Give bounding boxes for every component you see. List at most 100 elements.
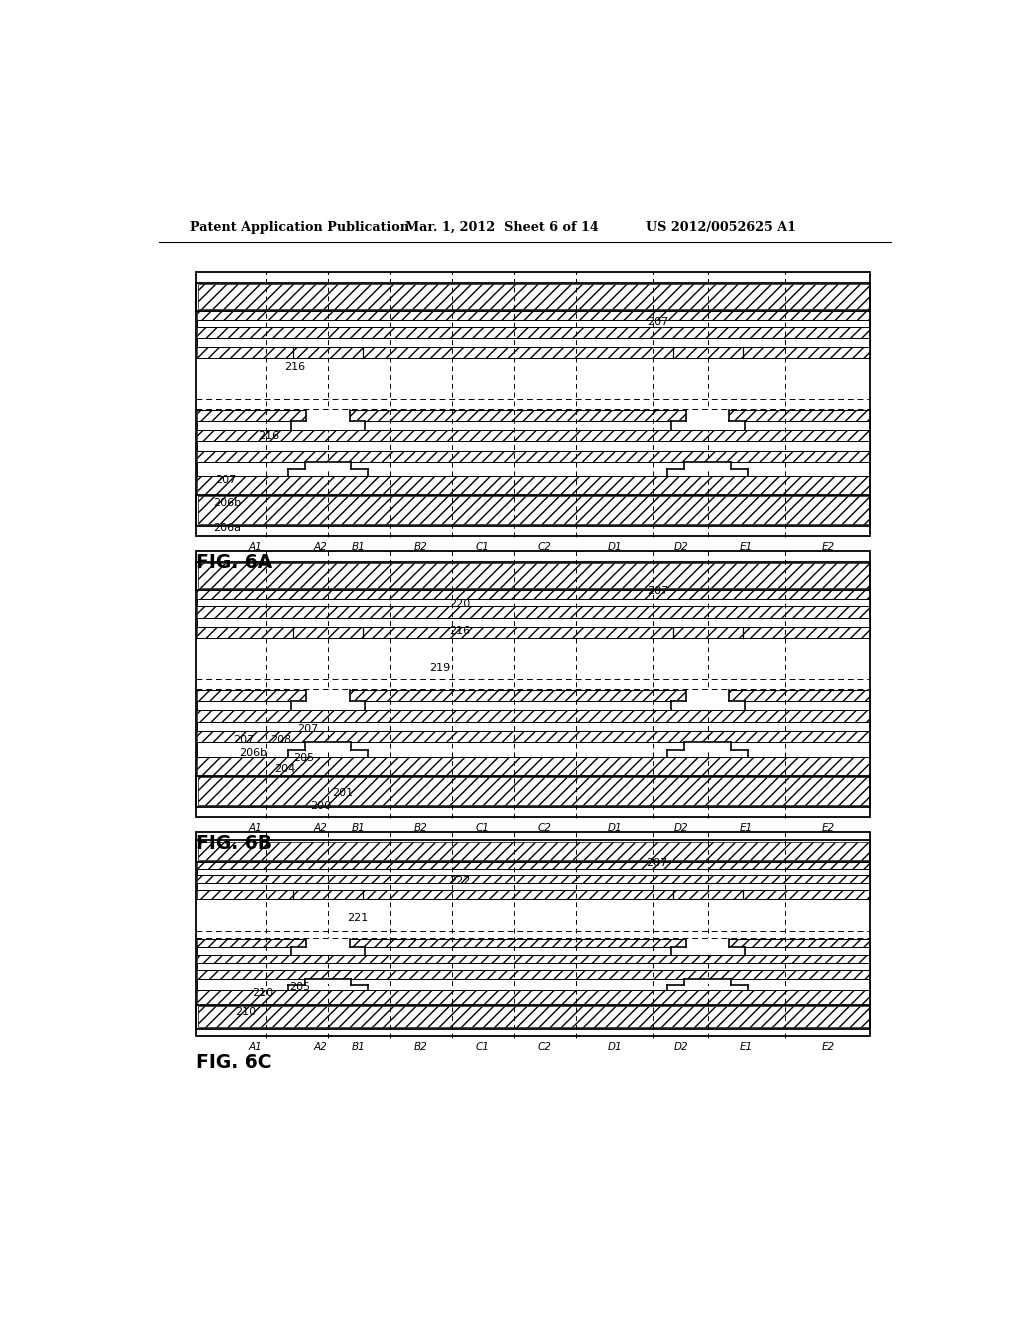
Text: 207: 207 xyxy=(233,735,255,744)
Text: D2: D2 xyxy=(673,1043,688,1052)
Text: 216: 216 xyxy=(285,362,306,372)
Text: C2: C2 xyxy=(538,822,552,833)
Text: 210: 210 xyxy=(252,989,273,998)
Bar xyxy=(671,946,686,954)
Text: 206b: 206b xyxy=(239,748,267,758)
Bar xyxy=(197,590,869,599)
Text: B2: B2 xyxy=(414,822,428,833)
Bar xyxy=(197,552,870,817)
Bar xyxy=(197,599,869,606)
Bar xyxy=(197,869,869,875)
Text: B2: B2 xyxy=(414,1043,428,1052)
Bar xyxy=(671,420,686,430)
Bar xyxy=(291,701,306,710)
Bar xyxy=(197,883,869,890)
Bar xyxy=(197,948,869,954)
Text: E2: E2 xyxy=(821,1043,835,1052)
Text: B2: B2 xyxy=(414,543,428,552)
Bar xyxy=(197,970,869,979)
Text: 207: 207 xyxy=(297,725,318,734)
Text: A1: A1 xyxy=(249,822,263,833)
Text: E2: E2 xyxy=(821,543,835,552)
Text: FIG. 6A: FIG. 6A xyxy=(197,553,272,572)
Bar xyxy=(198,842,869,861)
Bar xyxy=(684,979,731,983)
Bar xyxy=(197,272,870,536)
Text: 201: 201 xyxy=(333,788,353,797)
Bar xyxy=(729,946,744,954)
Bar xyxy=(668,748,684,756)
Bar xyxy=(197,327,869,338)
Text: 222: 222 xyxy=(450,876,471,886)
Bar xyxy=(197,722,869,731)
Bar xyxy=(198,284,869,309)
Text: 207: 207 xyxy=(647,586,669,595)
Text: D2: D2 xyxy=(673,543,688,552)
Text: 210: 210 xyxy=(234,1007,256,1016)
Bar xyxy=(197,462,869,477)
Text: 207: 207 xyxy=(646,858,667,867)
Text: 207: 207 xyxy=(215,475,237,486)
Text: 219: 219 xyxy=(429,663,450,673)
Bar xyxy=(197,450,869,462)
Bar xyxy=(197,776,870,808)
Text: D1: D1 xyxy=(607,1043,622,1052)
Bar xyxy=(197,939,869,948)
Bar xyxy=(197,552,870,817)
Bar xyxy=(686,689,729,710)
Bar xyxy=(684,742,731,748)
Bar xyxy=(198,564,869,589)
Bar xyxy=(288,983,305,990)
Bar xyxy=(305,742,351,748)
Bar xyxy=(668,983,684,990)
Bar xyxy=(197,338,869,347)
Bar xyxy=(198,1006,869,1027)
Text: 220: 220 xyxy=(450,599,471,610)
Bar xyxy=(197,832,870,1036)
Bar xyxy=(197,990,869,1005)
Text: Mar. 1, 2012  Sheet 6 of 14: Mar. 1, 2012 Sheet 6 of 14 xyxy=(406,222,599,234)
Bar xyxy=(197,282,870,310)
Text: E1: E1 xyxy=(740,1043,753,1052)
Text: C2: C2 xyxy=(538,543,552,552)
Text: E1: E1 xyxy=(740,543,753,552)
Text: C2: C2 xyxy=(538,1043,552,1052)
Bar xyxy=(351,469,369,477)
Bar xyxy=(197,875,869,883)
Bar xyxy=(197,627,869,638)
Bar xyxy=(197,710,869,722)
Bar xyxy=(198,777,869,805)
Text: Patent Application Publication: Patent Application Publication xyxy=(190,222,409,234)
Bar xyxy=(198,496,869,524)
Bar xyxy=(729,420,744,430)
Bar xyxy=(306,939,349,954)
Bar xyxy=(197,606,869,618)
Bar xyxy=(197,495,870,527)
Text: 206a: 206a xyxy=(213,523,242,533)
Text: A2: A2 xyxy=(313,1043,327,1052)
Text: 205: 205 xyxy=(289,982,310,993)
Bar xyxy=(288,469,305,477)
Text: D2: D2 xyxy=(673,822,688,833)
Bar xyxy=(291,946,306,954)
Bar xyxy=(197,477,869,495)
Bar xyxy=(197,421,869,430)
Bar xyxy=(197,690,869,701)
Bar xyxy=(305,462,351,469)
Text: B1: B1 xyxy=(352,1043,366,1052)
Text: 205: 205 xyxy=(293,754,314,763)
Bar xyxy=(731,983,748,990)
Bar xyxy=(349,946,366,954)
Bar xyxy=(305,979,351,983)
Bar xyxy=(197,347,869,359)
Bar xyxy=(197,979,869,990)
Bar xyxy=(197,618,869,627)
Bar xyxy=(684,462,731,469)
Bar xyxy=(729,701,744,710)
Bar xyxy=(197,562,870,590)
Bar xyxy=(288,748,305,756)
Bar xyxy=(197,441,869,450)
Bar xyxy=(671,701,686,710)
Text: 221: 221 xyxy=(347,913,369,923)
Text: 200: 200 xyxy=(310,801,331,810)
